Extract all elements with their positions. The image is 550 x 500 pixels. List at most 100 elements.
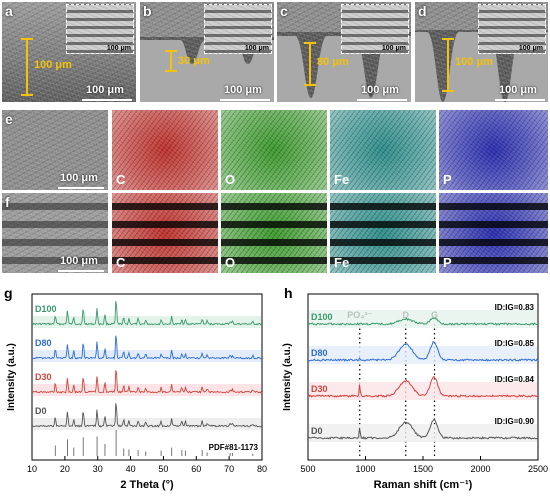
x-axis-label: 2 Theta (°) bbox=[120, 479, 174, 491]
eds-stripe bbox=[330, 239, 436, 246]
raman-chart: 500 1000 1500 2000 2500 Raman shift (cm⁻¹) Int… bbox=[282, 293, 548, 491]
series-label: D0 bbox=[35, 406, 47, 416]
series-label: D100 bbox=[35, 304, 57, 314]
series-label: D100 bbox=[311, 312, 333, 322]
ratio-label: ID:IG=0.90 bbox=[495, 417, 535, 426]
eds-element-label: O bbox=[225, 255, 236, 270]
eds-element-label: P bbox=[443, 255, 452, 270]
scale-bar bbox=[82, 99, 132, 101]
trench-stripe bbox=[2, 221, 108, 228]
eds-stripe bbox=[439, 221, 548, 228]
eds-speckle bbox=[112, 110, 218, 190]
eds-map-p: P bbox=[439, 193, 548, 273]
x-tick-label: 40 bbox=[126, 464, 136, 474]
eds-map-p: P bbox=[439, 110, 548, 190]
xrd-chart: 10 20 30 40 50 60 70 80 2 Theta (°) Intensity (a.… bbox=[6, 293, 267, 491]
sem-inset: 100 μm bbox=[66, 4, 134, 54]
sem-inset: 100 μm bbox=[204, 4, 272, 54]
series-line bbox=[31, 370, 263, 394]
reference-label: PDF#81-1173 bbox=[209, 443, 259, 452]
eds-stripe bbox=[221, 203, 327, 210]
depth-marker bbox=[442, 38, 454, 92]
sem-panel-e: 100 μm e bbox=[2, 110, 108, 190]
eds-stripe bbox=[330, 257, 436, 264]
eds-stripe bbox=[221, 257, 327, 264]
eds-stripe bbox=[439, 203, 548, 210]
depth-marker bbox=[165, 50, 177, 72]
inset-scale-label: 100 μm bbox=[381, 45, 406, 52]
eds-map-o: O bbox=[221, 110, 327, 190]
panel-letter: d bbox=[418, 3, 427, 19]
x-tick-label: 20 bbox=[60, 464, 70, 474]
eds-element-label: P bbox=[443, 172, 452, 187]
sem-panel-f: 100 μm f bbox=[2, 193, 108, 273]
eds-speckle bbox=[330, 110, 436, 190]
inset-scale-label: 100 μm bbox=[106, 45, 131, 52]
trench-stripe bbox=[2, 239, 108, 246]
eds-map-c: C bbox=[112, 110, 218, 190]
panel-letter: b bbox=[143, 3, 152, 19]
scale-bar-label: 100 μm bbox=[60, 255, 98, 267]
trench-stripe bbox=[2, 203, 108, 210]
series-label: D30 bbox=[35, 372, 52, 382]
series-line bbox=[31, 301, 263, 326]
panel-letter-h: h bbox=[284, 285, 293, 301]
series-band bbox=[309, 346, 537, 364]
x-tick-label: 30 bbox=[93, 464, 103, 474]
eds-stripe bbox=[112, 257, 218, 264]
trench-profile bbox=[277, 36, 411, 102]
x-tick-label: 2500 bbox=[528, 464, 548, 474]
x-tick-label: 1000 bbox=[355, 464, 375, 474]
x-tick-label: 60 bbox=[191, 464, 201, 474]
eds-map-fe: Fe bbox=[330, 110, 436, 190]
sem-texture bbox=[2, 110, 108, 190]
series-label: D80 bbox=[35, 338, 52, 348]
depth-marker bbox=[21, 38, 33, 96]
sem-panel-a: 100 μm 100 μm 100 μm a bbox=[2, 2, 136, 102]
eds-stripe bbox=[112, 221, 218, 228]
depth-marker bbox=[304, 42, 316, 86]
scale-bar-label: 100 μm bbox=[224, 84, 262, 96]
sem-inset: 100 μm bbox=[341, 4, 409, 54]
series-line bbox=[307, 317, 539, 326]
series-line bbox=[31, 403, 263, 428]
series-line bbox=[307, 418, 539, 440]
sem-panel-c: 100 μm 80 μm 100 μm c bbox=[277, 2, 411, 102]
depth-label: 30 μm bbox=[178, 55, 210, 67]
y-axis-label: Intensity (a.u.) bbox=[282, 343, 293, 411]
eds-stripe bbox=[330, 221, 436, 228]
eds-element-label: Fe bbox=[334, 255, 350, 270]
x-axis-label: Raman shift (cm⁻¹) bbox=[374, 479, 473, 491]
eds-element-label: O bbox=[225, 172, 236, 187]
inset-scale-label: 100 μm bbox=[518, 45, 543, 52]
depth-label: 100 μm bbox=[455, 56, 493, 68]
depth-label: 80 μm bbox=[317, 56, 349, 68]
plot-frame bbox=[31, 293, 263, 461]
panel-letter: f bbox=[5, 194, 10, 210]
scale-bar bbox=[495, 99, 545, 101]
eds-stripe bbox=[221, 221, 327, 228]
x-tick-label: 2000 bbox=[470, 464, 490, 474]
series-line bbox=[307, 340, 539, 362]
x-tick-label: 1500 bbox=[413, 464, 433, 474]
series-line bbox=[307, 375, 539, 398]
sem-inset: 100 μm bbox=[478, 4, 546, 54]
panel-letter: c bbox=[280, 3, 288, 19]
eds-stripe bbox=[112, 239, 218, 246]
eds-stripe bbox=[439, 257, 548, 264]
y-axis-label: Intensity (a.u.) bbox=[6, 343, 17, 411]
scale-bar-label: 100 μm bbox=[499, 84, 537, 96]
scale-bar bbox=[58, 187, 104, 189]
ratio-label: ID:IG=0.84 bbox=[495, 375, 535, 384]
scale-bar-label: 100 μm bbox=[60, 172, 98, 184]
depth-label: 100 μm bbox=[34, 59, 72, 71]
series-band bbox=[309, 382, 537, 400]
ratio-label: ID:IG=0.85 bbox=[495, 339, 535, 348]
series-band bbox=[309, 424, 537, 442]
series-band bbox=[309, 310, 537, 328]
eds-element-label: C bbox=[116, 255, 126, 270]
inset-scale-label: 100 μm bbox=[244, 45, 269, 52]
x-tick-label: 70 bbox=[224, 464, 234, 474]
series-band bbox=[33, 384, 261, 396]
x-tick-label: 80 bbox=[257, 464, 267, 474]
